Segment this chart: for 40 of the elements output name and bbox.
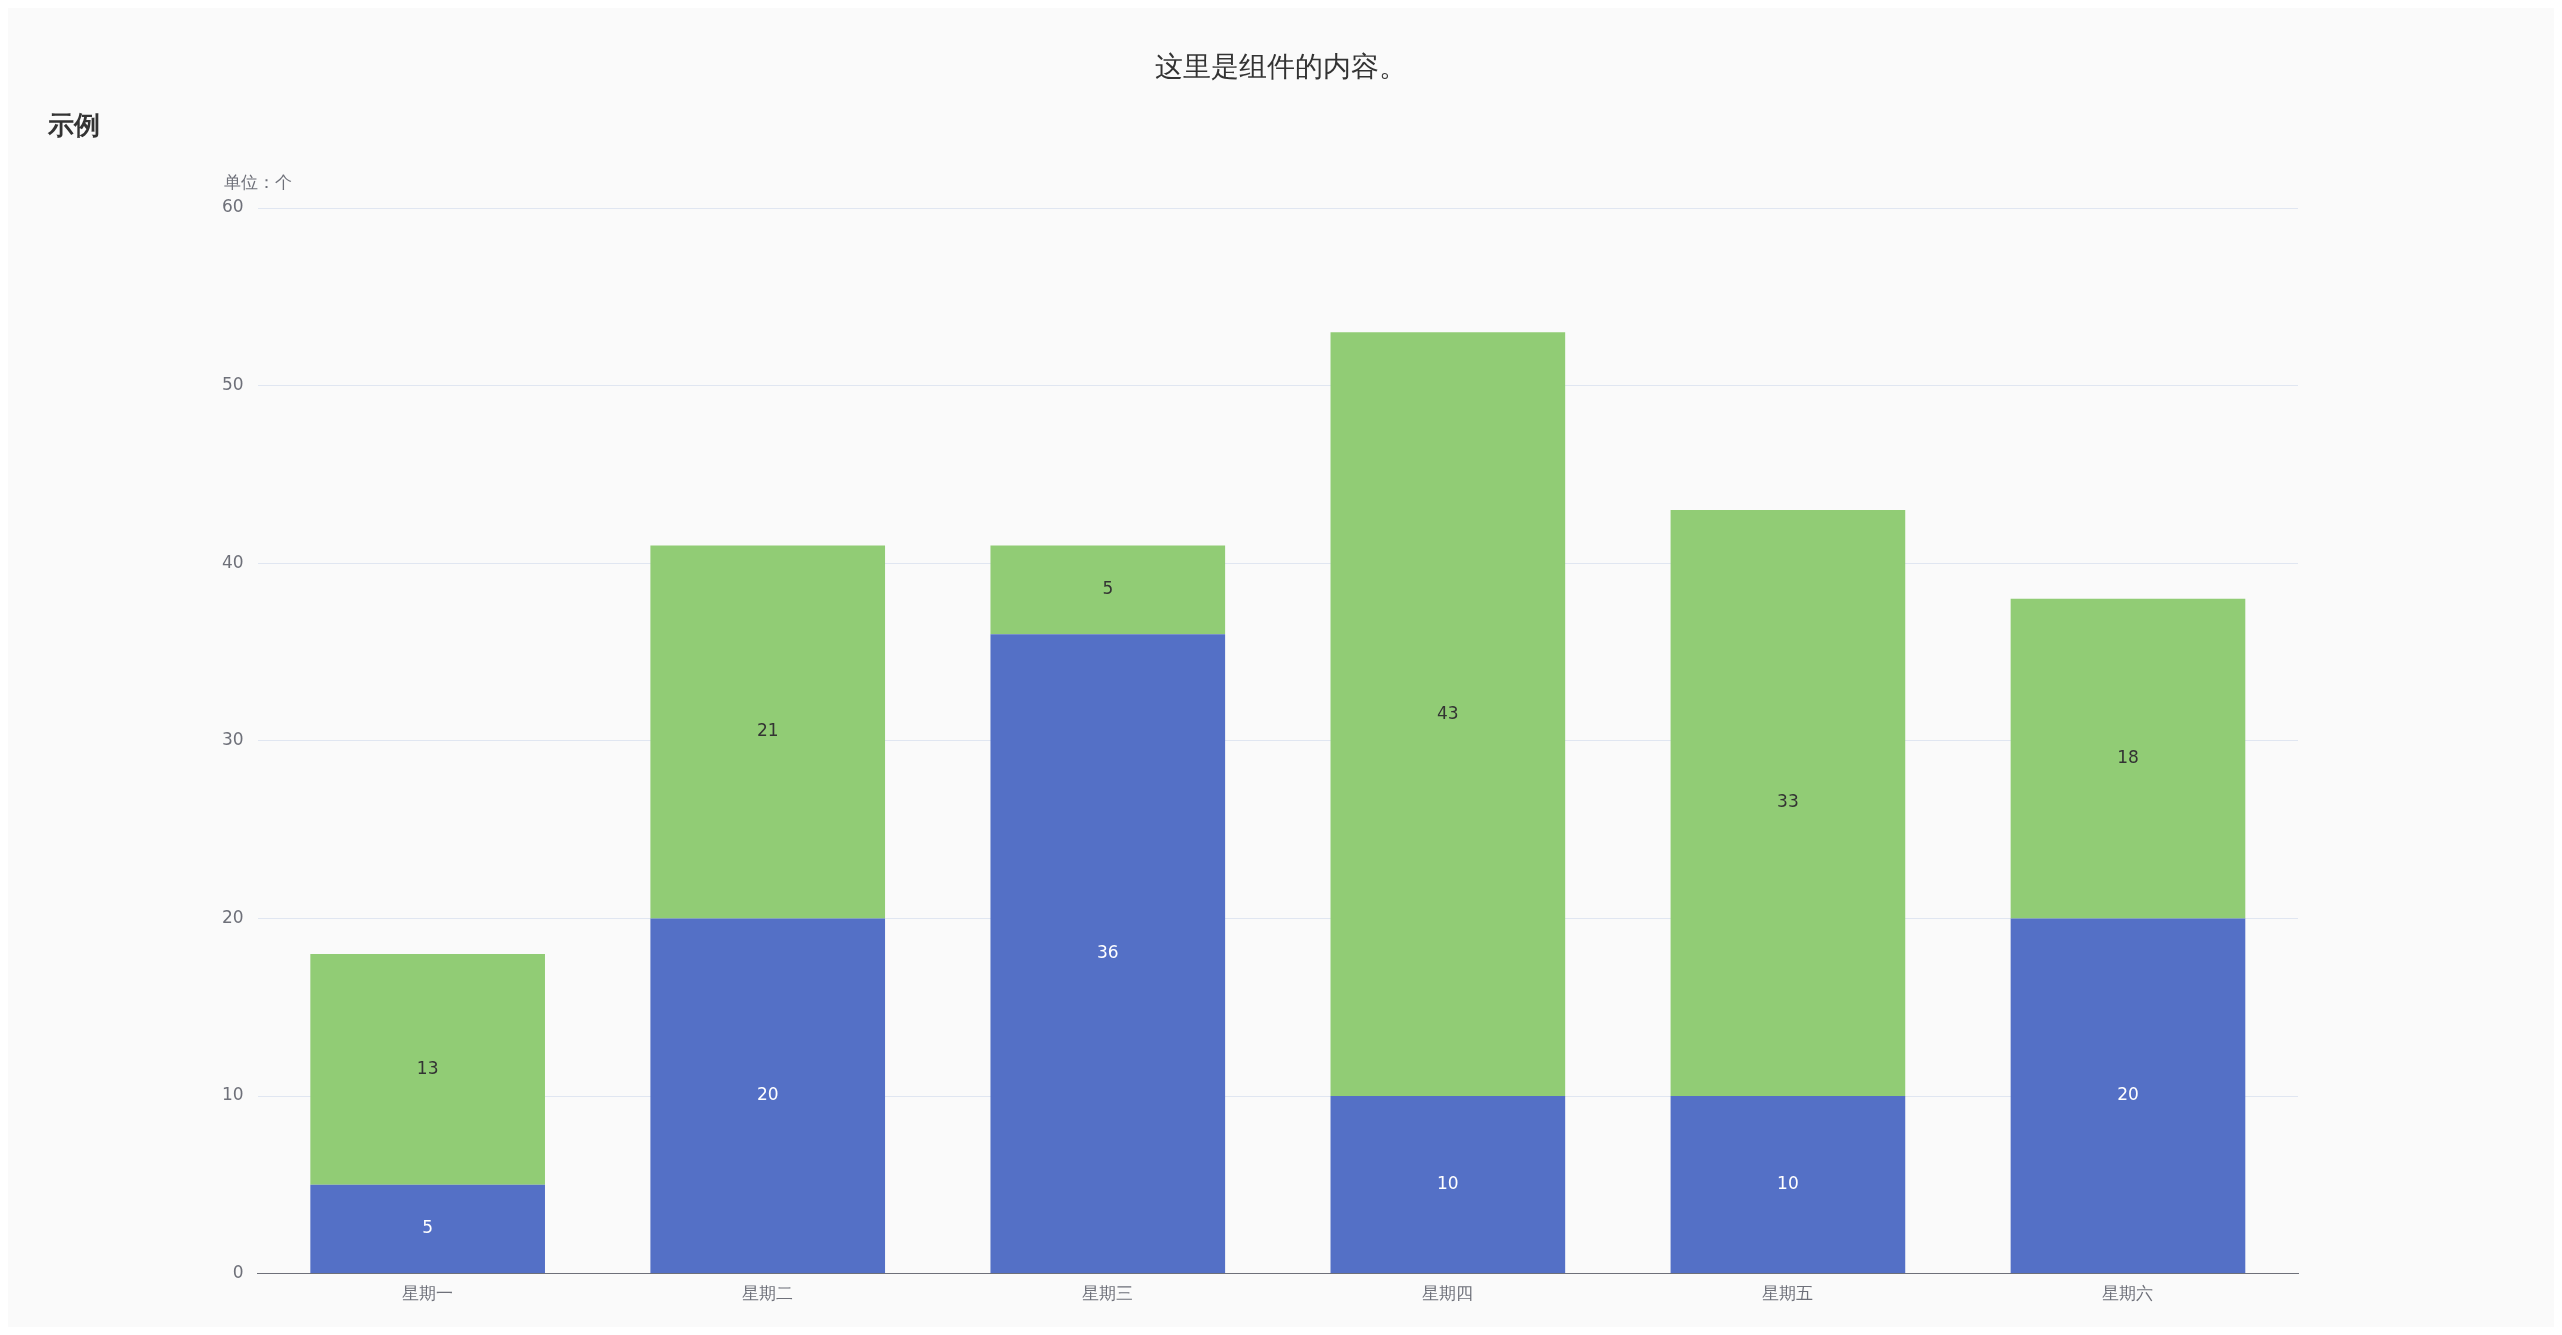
y-tick-label: 50 [221,374,244,395]
bar [310,1184,545,1274]
x-tick-label: 星期五 [1762,1283,1814,1304]
bar [990,545,1226,635]
data-label: 43 [1437,702,1459,723]
bar [650,545,886,919]
y-axis-title: 单位：个 [223,171,292,192]
x-tick-label: 星期三 [1082,1283,1134,1304]
data-label: 10 [1437,1172,1459,1193]
data-label: 21 [756,720,779,741]
data-label: 33 [1777,791,1799,812]
x-tick-label: 星期二 [742,1283,794,1304]
chart-subtitle: 示例 [47,109,101,142]
data-label: 10 [1777,1172,1799,1193]
chart-title: 这里是组件的内容。 [1154,49,1408,85]
data-label: 20 [756,1084,779,1105]
data-label: 5 [1102,578,1114,599]
y-tick-label: 30 [221,729,244,750]
data-label: 18 [2117,746,2139,767]
data-label: 5 [422,1217,434,1238]
y-tick-label: 10 [221,1084,244,1105]
bar [1330,1096,1566,1274]
x-tick-label: 星期六 [2102,1283,2154,1304]
data-label: 36 [1096,942,1119,963]
bar [990,634,1226,1274]
bar [650,918,886,1274]
bar [1330,332,1566,1096]
y-tick-label: 60 [221,196,244,217]
bar [310,953,545,1185]
x-tick-label: 星期一 [402,1283,454,1304]
y-tick-label: 0 [232,1262,244,1283]
x-tick-label: 星期四 [1422,1283,1474,1304]
data-label: 20 [2117,1084,2139,1105]
y-tick-label: 40 [221,551,244,572]
bar [2010,918,2246,1274]
data-label: 13 [416,1057,439,1078]
bar [2010,598,2246,919]
bar [1670,509,1906,1096]
y-tick-label: 20 [221,906,244,927]
bar [1670,1096,1906,1274]
